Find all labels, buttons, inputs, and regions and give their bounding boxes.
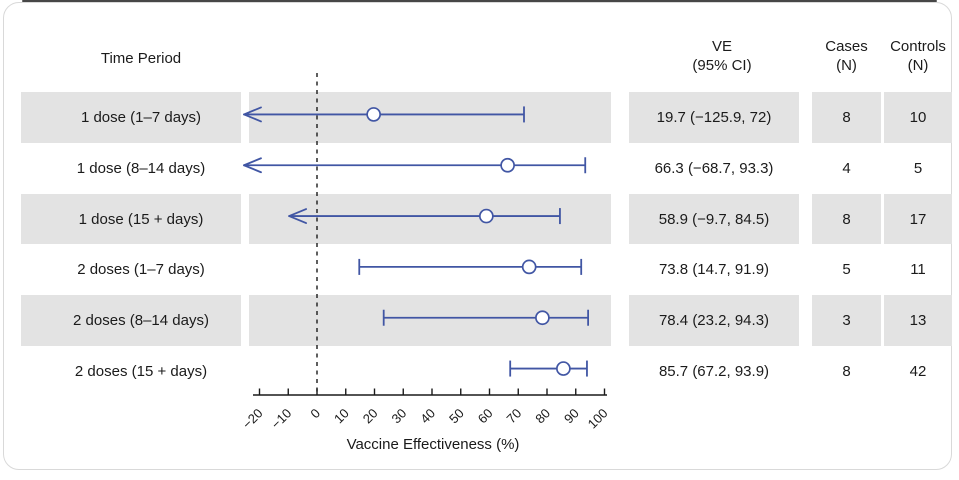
row-plot-band bbox=[249, 346, 611, 397]
row-controls-n-text: 42 bbox=[909, 363, 927, 381]
column-header-ve: VE (95% CI) bbox=[637, 37, 807, 75]
row-controls-n-text: 10 bbox=[909, 108, 927, 126]
row-time-period: 2 doses (1–7 days) bbox=[21, 244, 241, 295]
row-ve-ci: 58.9 (−9.7, 84.5) bbox=[629, 193, 799, 245]
row-plot-band bbox=[249, 92, 611, 143]
row-time-period-text: 2 doses (1–7 days) bbox=[77, 261, 205, 279]
row-ve-ci: 78.4 (23.2, 94.3) bbox=[629, 295, 799, 347]
row-time-period-text: 2 doses (8–14 days) bbox=[73, 312, 209, 330]
row-time-period: 1 dose (8–14 days) bbox=[21, 143, 241, 194]
cases-header-line2: (N) bbox=[836, 57, 857, 74]
row-cases-n-text: 5 bbox=[842, 261, 851, 279]
row-controls-n-text: 17 bbox=[909, 210, 927, 228]
row-controls-n: 10 bbox=[884, 92, 952, 143]
row-cases-n-text: 8 bbox=[842, 363, 851, 381]
row-cases-n: 4 bbox=[812, 143, 881, 194]
row-plot-band bbox=[249, 295, 611, 347]
row-cases-n-text: 4 bbox=[842, 159, 851, 177]
row-controls-n: 11 bbox=[884, 244, 952, 295]
row-plot-band bbox=[249, 244, 611, 295]
screenshot-top-edge bbox=[22, 0, 937, 2]
table-rows-container: 1 dose (1–7 days) 19.7 (−125.9, 72) 8 10 1 d… bbox=[4, 3, 959, 480]
row-time-period: 1 dose (15 + days) bbox=[21, 193, 241, 245]
row-controls-n-text: 13 bbox=[909, 312, 927, 330]
row-controls-n: 13 bbox=[884, 295, 952, 347]
row-ve-ci-text: 73.8 (14.7, 91.9) bbox=[658, 261, 770, 279]
row-cases-n: 8 bbox=[812, 193, 881, 245]
row-controls-n-text: 11 bbox=[910, 261, 926, 279]
controls-header-line2: (N) bbox=[907, 57, 929, 74]
table-row: 2 doses (15 + days) 85.7 (67.2, 93.9) 8 42 bbox=[4, 346, 959, 397]
table-row: 2 doses (1–7 days) 73.8 (14.7, 91.9) 5 11 bbox=[4, 244, 959, 295]
row-controls-n: 42 bbox=[884, 346, 952, 397]
table-row: 1 dose (15 + days) 58.9 (−9.7, 84.5) 8 17 bbox=[4, 193, 959, 245]
row-time-period-text: 1 dose (8–14 days) bbox=[76, 159, 206, 177]
row-cases-n-text: 3 bbox=[842, 312, 851, 330]
row-time-period-text: 2 doses (15 + days) bbox=[74, 363, 208, 381]
row-cases-n: 8 bbox=[812, 346, 881, 397]
row-cases-n: 5 bbox=[812, 244, 881, 295]
row-time-period-text: 1 dose (1–7 days) bbox=[80, 108, 202, 126]
column-header-time-period: Time Period bbox=[41, 49, 241, 68]
time-period-header-label: Time Period bbox=[100, 50, 182, 67]
row-ve-ci-text: 19.7 (−125.9, 72) bbox=[656, 108, 772, 126]
column-header-cases: Cases (N) bbox=[810, 37, 883, 75]
row-time-period: 2 doses (8–14 days) bbox=[21, 295, 241, 347]
row-cases-n-text: 8 bbox=[842, 108, 851, 126]
column-header-controls: Controls (N) bbox=[880, 37, 956, 75]
row-time-period: 2 doses (15 + days) bbox=[21, 346, 241, 397]
row-controls-n: 5 bbox=[884, 143, 952, 194]
row-ve-ci: 85.7 (67.2, 93.9) bbox=[629, 346, 799, 397]
row-controls-n-text: 5 bbox=[913, 159, 923, 177]
row-ve-ci: 66.3 (−68.7, 93.3) bbox=[629, 143, 799, 194]
row-ve-ci-text: 66.3 (−68.7, 93.3) bbox=[654, 159, 774, 177]
table-row: 1 dose (8–14 days) 66.3 (−68.7, 93.3) 4 5 bbox=[4, 143, 959, 194]
row-ve-ci-text: 85.7 (67.2, 93.9) bbox=[658, 363, 770, 381]
row-ve-ci: 73.8 (14.7, 91.9) bbox=[629, 244, 799, 295]
cases-header-line1: Cases bbox=[825, 38, 868, 55]
row-plot-band bbox=[249, 193, 611, 245]
table-row: 1 dose (1–7 days) 19.7 (−125.9, 72) 8 10 bbox=[4, 92, 959, 143]
row-cases-n: 8 bbox=[812, 92, 881, 143]
table-row: 2 doses (8–14 days) 78.4 (23.2, 94.3) 3 13 bbox=[4, 295, 959, 347]
row-ve-ci-text: 58.9 (−9.7, 84.5) bbox=[658, 210, 770, 228]
row-time-period-text: 1 dose (15 + days) bbox=[78, 210, 204, 228]
forest-plot-figure-card: Time Period VE (95% CI) Cases (N) Contro… bbox=[3, 2, 952, 470]
row-cases-n: 3 bbox=[812, 295, 881, 347]
ve-header-line1: VE bbox=[711, 38, 732, 55]
ve-header-line2: (95% CI) bbox=[692, 57, 752, 74]
row-ve-ci: 19.7 (−125.9, 72) bbox=[629, 92, 799, 143]
row-plot-band bbox=[249, 143, 611, 194]
row-controls-n: 17 bbox=[884, 193, 952, 245]
row-time-period: 1 dose (1–7 days) bbox=[21, 92, 241, 143]
row-ve-ci-text: 78.4 (23.2, 94.3) bbox=[658, 312, 770, 330]
row-cases-n-text: 8 bbox=[842, 210, 851, 228]
controls-header-line1: Controls bbox=[890, 38, 946, 55]
